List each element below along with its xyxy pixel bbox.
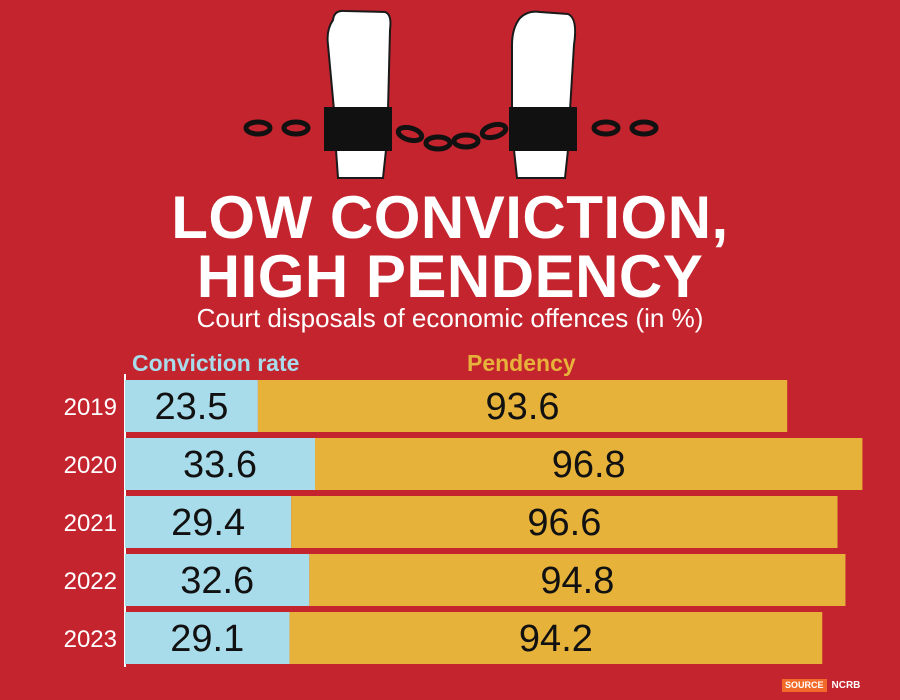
- data-label-conviction-2019: 23.5: [154, 386, 228, 428]
- raised-fist-icon: [326, 9, 577, 179]
- data-label-conviction-2023: 29.1: [170, 618, 244, 660]
- category-label-2023: 2023: [64, 626, 117, 653]
- data-label-pendency-2019: 93.6: [486, 386, 560, 428]
- data-label-pendency-2023: 94.2: [519, 618, 593, 660]
- data-label-pendency-2021: 96.6: [527, 502, 601, 544]
- data-label-conviction-2021: 29.4: [171, 502, 245, 544]
- source-label: SOURCE: [782, 678, 827, 692]
- data-label-pendency-2020: 96.8: [552, 444, 626, 486]
- legend-pendency: Pendency: [467, 350, 576, 376]
- bar-pendency-2020: [315, 438, 863, 490]
- chart-title-line-1: LOW CONVICTION,: [171, 184, 729, 251]
- data-label-pendency-2022: 94.8: [540, 560, 614, 602]
- category-label-2020: 2020: [64, 452, 117, 479]
- handcuffs-icon: [243, 107, 659, 152]
- bar-conviction-2020: [125, 438, 316, 490]
- bar-pendency-2022: [309, 554, 846, 606]
- chart-subtitle: Court disposals of economic offences (in…: [196, 303, 704, 333]
- bar-pendency-2021: [291, 496, 838, 548]
- data-label-conviction-2020: 33.6: [183, 444, 257, 486]
- source-value: NCRB: [831, 679, 861, 691]
- source-note: SOURCE NCRB: [782, 678, 860, 692]
- chart-title-line-2: HIGH PENDENCY: [196, 243, 704, 310]
- category-label-2022: 2022: [64, 568, 117, 595]
- data-label-conviction-2022: 32.6: [180, 560, 254, 602]
- bar-pendency-2023: [289, 612, 823, 664]
- category-label-2019: 2019: [64, 394, 117, 421]
- handcuffs-illustration: [243, 9, 659, 179]
- legend-conviction-rate: Conviction rate: [132, 350, 300, 376]
- bar-conviction-2023: [125, 612, 290, 664]
- bar-conviction-2021: [125, 496, 292, 548]
- bar-pendency-2019: [257, 380, 788, 432]
- category-label-2021: 2021: [64, 510, 117, 537]
- bar-conviction-2022: [125, 554, 310, 606]
- bar-conviction-2019: [125, 380, 258, 432]
